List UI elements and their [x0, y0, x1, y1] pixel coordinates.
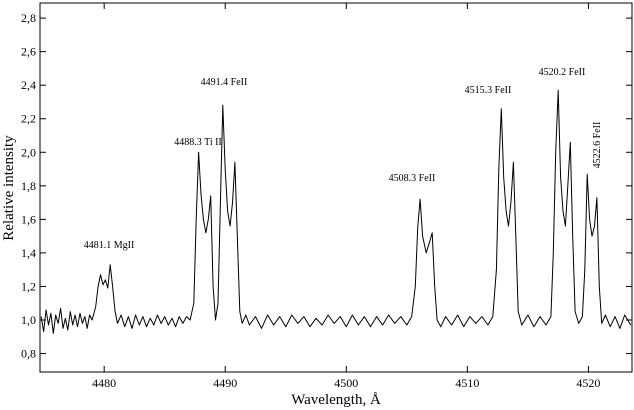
annotation: 4488.3 Ti II	[174, 137, 222, 148]
y-tick-label: 1,0	[21, 313, 36, 327]
y-tick-label: 2,4	[21, 78, 36, 92]
y-tick-label: 2,8	[21, 11, 36, 25]
x-tick-label: 4520	[576, 376, 600, 390]
y-tick-label: 1,2	[21, 279, 36, 293]
x-tick-label: 4490	[213, 376, 237, 390]
y-tick-label: 1,4	[21, 246, 36, 260]
plot-frame	[39, 2, 633, 373]
annotation: 4520.2 FeII	[539, 67, 586, 78]
y-tick-label: 0,8	[21, 347, 36, 361]
y-tick-label: 1,8	[21, 179, 36, 193]
x-tick-label: 4510	[455, 376, 479, 390]
y-axis-label: Relative intensity	[1, 135, 17, 241]
x-tick-label: 4480	[92, 376, 116, 390]
y-tick-label: 1,6	[21, 212, 36, 226]
annotation: 4515.3 FeII	[465, 85, 512, 96]
annotation: 4491.4 FeII	[201, 77, 248, 88]
y-tick-label: 2,0	[21, 145, 36, 159]
spectrum-line	[40, 89, 632, 334]
y-tick-label: 2,6	[21, 45, 36, 59]
annotation: 4508.3 FeII	[389, 173, 436, 184]
y-tick-label: 2,2	[21, 112, 36, 126]
annotation: 4522.6 FeII	[592, 122, 603, 169]
x-axis-label: Wavelength, Å	[291, 392, 381, 408]
x-tick-label: 4500	[334, 376, 358, 390]
annotation: 4481.1 MgII	[84, 240, 135, 251]
